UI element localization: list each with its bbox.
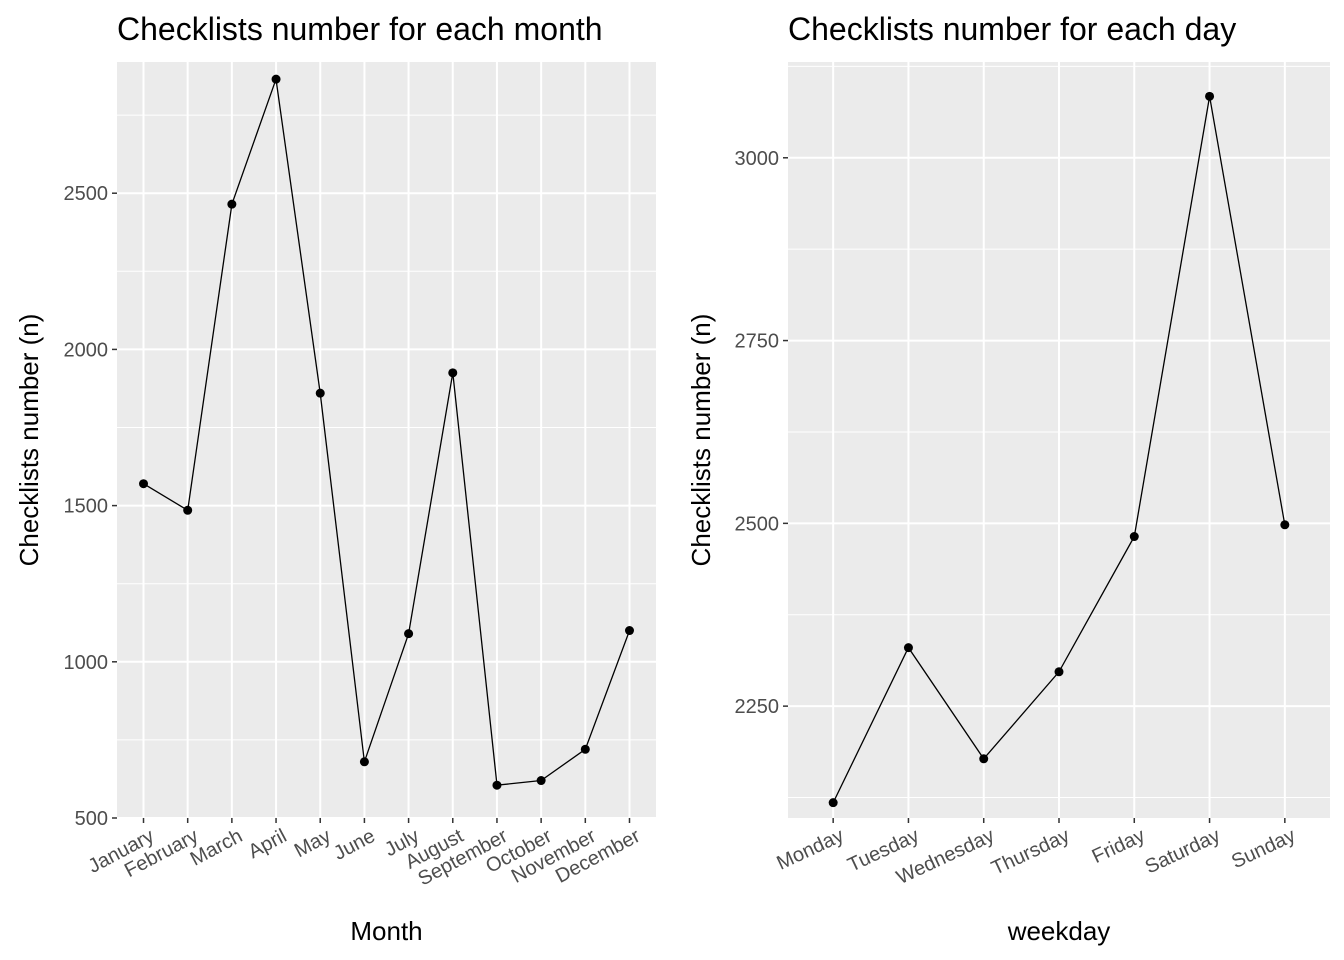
y-axis-title: Checklists number (n) [686, 314, 716, 567]
data-point [580, 744, 590, 754]
y-tick-label: 3000 [735, 148, 780, 170]
data-point [227, 199, 237, 209]
data-point [624, 626, 634, 636]
y-axis-title: Checklists number (n) [14, 314, 44, 567]
x-tick-label: Sunday [1228, 825, 1299, 874]
y-tick-label: 2500 [64, 183, 109, 205]
data-point [979, 754, 989, 764]
weekday-chart: 2250250027503000MondayTuesdayWednesdayTh… [686, 11, 1330, 946]
x-axis-title: Month [350, 916, 422, 946]
y-tick-label: 500 [75, 808, 108, 830]
data-point [139, 479, 149, 489]
y-tick-label: 2500 [735, 513, 780, 535]
y-tick-label: 2250 [735, 696, 780, 718]
month-chart: 5001000150020002500JanuaryFebruaryMarchA… [14, 11, 656, 946]
x-tick-label: Thursday [988, 825, 1073, 880]
data-point [492, 780, 502, 790]
y-tick-label: 1000 [64, 652, 109, 674]
data-point [1205, 91, 1215, 101]
x-tick-label: Saturday [1142, 825, 1224, 879]
x-tick-label: June [330, 825, 379, 865]
data-point [183, 505, 193, 515]
data-point [1280, 520, 1290, 530]
x-tick-label: March [187, 825, 246, 871]
x-axis-title: weekday [1007, 916, 1111, 946]
series-line [143, 78, 631, 786]
chart-title: Checklists number for each month [117, 11, 603, 47]
y-tick-label: 2750 [735, 331, 780, 353]
x-tick-label: Monday [773, 825, 847, 875]
x-tick-label: Friday [1089, 825, 1149, 868]
y-tick-label: 1500 [64, 496, 109, 518]
data-point [1129, 532, 1139, 542]
chart-title: Checklists number for each day [788, 11, 1236, 47]
data-point [448, 368, 458, 378]
data-point [903, 643, 913, 653]
x-tick-label: May [291, 825, 335, 862]
data-point [315, 388, 325, 398]
panel-background [117, 62, 656, 818]
data-point [359, 757, 369, 767]
x-tick-label: April [245, 825, 291, 863]
data-point [536, 776, 546, 786]
data-point [828, 798, 838, 808]
data-point [271, 74, 281, 84]
data-point [1054, 667, 1064, 677]
data-point [404, 629, 414, 639]
y-tick-label: 2000 [64, 339, 109, 361]
